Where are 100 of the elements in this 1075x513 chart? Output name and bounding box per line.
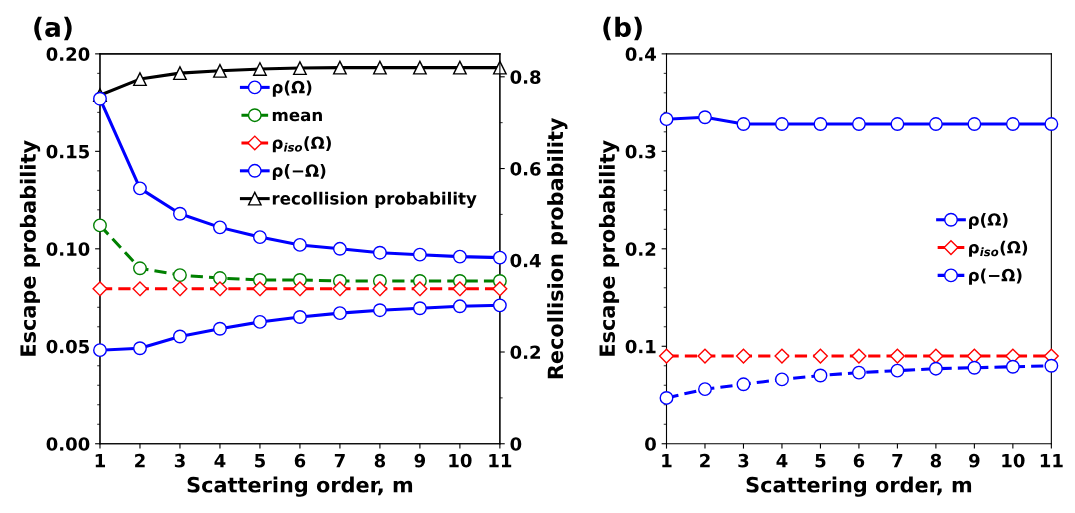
legend-label: mean	[272, 111, 322, 122]
point	[372, 281, 388, 297]
x-tick-label: 8	[374, 453, 386, 468]
y2-tick-label: 0.2	[510, 345, 541, 360]
point	[372, 245, 387, 260]
legend-label: ρ$_{iso}$(Ω)	[272, 136, 331, 153]
point	[928, 117, 943, 131]
point	[890, 363, 905, 378]
point	[492, 281, 508, 297]
point	[851, 365, 866, 380]
legend-label: ρ(−Ω)	[272, 164, 326, 181]
point	[890, 117, 905, 131]
point	[133, 341, 147, 356]
point	[173, 268, 187, 283]
point	[813, 117, 828, 131]
point	[658, 348, 675, 364]
point	[292, 281, 308, 297]
x-tick-label: 10	[1002, 453, 1025, 468]
y-tick-label: 0.00	[46, 437, 90, 451]
point	[967, 360, 982, 375]
point	[889, 348, 905, 364]
point	[412, 281, 428, 297]
point	[292, 237, 307, 252]
x-axis-title: Scattering order, m	[187, 476, 413, 497]
point	[736, 377, 751, 392]
point	[452, 281, 468, 297]
point	[452, 299, 467, 314]
x-tick-label: 9	[414, 453, 426, 468]
point	[252, 281, 268, 297]
y2-tick-label: 0.4	[510, 253, 541, 268]
y-tick-label: 0.1	[625, 339, 656, 354]
x-tick-label: 11	[489, 454, 512, 468]
legend-label: ρ(Ω)	[969, 212, 1008, 230]
y-tick-label: 0.10	[46, 242, 90, 256]
y-axis-title: Escape probability	[598, 140, 620, 356]
point	[172, 281, 188, 297]
x-tick-label: 11	[1040, 454, 1063, 468]
point	[1044, 358, 1059, 373]
x-tick-label: 4	[776, 454, 788, 468]
y-axis-title: Escape probability	[19, 140, 41, 356]
chart-title: (a)	[34, 16, 72, 41]
point	[372, 303, 387, 318]
point	[332, 281, 348, 297]
point	[698, 110, 712, 125]
y-tick-label: 0.4	[625, 47, 656, 61]
y-tick-label: 0	[645, 437, 656, 451]
point	[133, 181, 147, 196]
x-tick-label: 7	[892, 454, 903, 468]
point	[173, 206, 187, 221]
point	[292, 310, 307, 324]
point	[967, 117, 982, 131]
point	[928, 348, 944, 364]
point	[774, 348, 790, 364]
point	[1005, 117, 1020, 131]
y2-tick-label: 0	[510, 437, 522, 451]
point	[92, 281, 108, 297]
x-tick-label: 3	[174, 453, 185, 468]
y-tick-label: 0.15	[46, 144, 89, 159]
point	[212, 281, 228, 297]
point	[659, 390, 674, 405]
x-tick-label: 9	[969, 453, 980, 468]
point	[851, 117, 866, 131]
point	[252, 314, 267, 329]
point	[412, 301, 427, 316]
point	[1044, 117, 1059, 131]
point	[492, 298, 507, 313]
y-tick-label: 0.3	[625, 144, 656, 159]
point	[775, 372, 789, 387]
point	[812, 348, 829, 364]
point	[93, 218, 107, 233]
y2-tick-label: 0.8	[510, 70, 541, 84]
x-tick-label: 4	[214, 454, 226, 468]
legend-label: ρ(Ω)	[272, 80, 312, 97]
point	[332, 241, 347, 256]
y-tick-label: 0.20	[46, 47, 90, 61]
point	[252, 230, 267, 245]
legend-label: ρ$_{iso}$(Ω)	[969, 240, 1028, 257]
y-tick-label: 0.2	[625, 242, 656, 256]
legend-label: recollision probability	[272, 191, 477, 209]
x-tick-label: 1	[662, 454, 672, 468]
point	[132, 281, 148, 297]
point	[928, 361, 943, 376]
point	[93, 343, 107, 358]
point	[412, 247, 427, 262]
x-tick-label: 6	[853, 453, 865, 468]
point	[212, 220, 227, 235]
point	[736, 117, 751, 131]
x-tick-label: 5	[255, 454, 265, 468]
point	[492, 250, 507, 265]
x-tick-label: 6	[294, 453, 306, 468]
x-axis-title: Scattering order, m	[746, 476, 972, 497]
point	[697, 348, 713, 364]
x-tick-label: 1	[95, 454, 106, 468]
point	[966, 348, 982, 364]
point	[332, 306, 347, 321]
y2-axis-title: Recollision probability	[547, 117, 568, 379]
point	[775, 117, 789, 131]
x-tick-label: 8	[930, 453, 942, 468]
y2-tick-label: 0.6	[510, 161, 541, 176]
point	[212, 321, 227, 336]
